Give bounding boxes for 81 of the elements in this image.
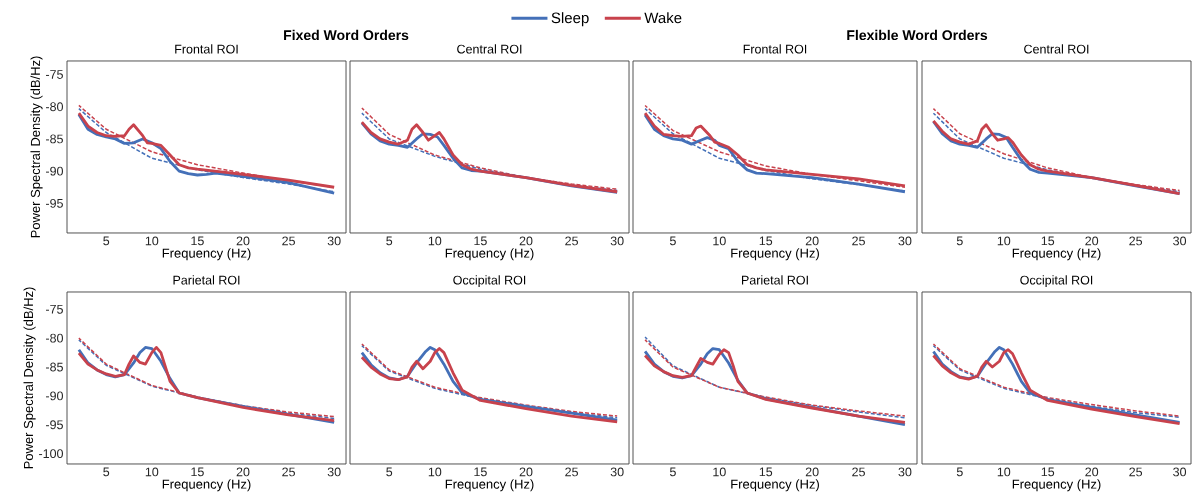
y-tick-label: -90 bbox=[45, 391, 64, 401]
chart-title: Central ROI bbox=[457, 44, 522, 54]
text: Fixed Word Orders bbox=[284, 29, 409, 41]
x-tick-label: 5 bbox=[956, 467, 963, 477]
legend-label: Sleep bbox=[551, 12, 589, 27]
x-tick-label: 20 bbox=[236, 467, 250, 477]
x-axis-title: Frequency (Hz) bbox=[1012, 248, 1101, 261]
x-axis-title: Frequency (Hz) bbox=[731, 248, 819, 261]
x-tick-label: 10 bbox=[428, 467, 442, 477]
x-tick-label: 15 bbox=[1041, 467, 1055, 477]
x-tick-label: 20 bbox=[1085, 236, 1099, 246]
x-tick-label: 10 bbox=[713, 467, 726, 477]
x-tick-label: 15 bbox=[1041, 236, 1055, 246]
x-tick-label: 20 bbox=[519, 467, 533, 477]
x-tick-label: 20 bbox=[805, 236, 819, 246]
x-tick-label: 30 bbox=[1173, 467, 1187, 477]
y-axis-title: Power Spectral Density (dB/Hz) bbox=[30, 56, 43, 238]
x-tick-label: 15 bbox=[474, 467, 487, 477]
chart-title: Parietal ROI bbox=[742, 275, 808, 285]
x-tick-label: 5 bbox=[103, 236, 110, 246]
x-axis-title: Frequency (Hz) bbox=[445, 479, 534, 492]
x-tick-label: 15 bbox=[759, 467, 773, 477]
y-tick-label: -85 bbox=[45, 362, 63, 372]
x-tick-label: 25 bbox=[1129, 467, 1143, 477]
legend-label: Wake bbox=[644, 12, 682, 24]
x-axis-title: Frequency (Hz) bbox=[1012, 479, 1101, 492]
x-tick-label: 5 bbox=[386, 236, 393, 246]
x-tick-label: 30 bbox=[898, 236, 912, 246]
x-axis-title: Frequency (Hz) bbox=[162, 248, 251, 261]
y-tick-label: -95 bbox=[45, 198, 63, 208]
x-tick-label: 15 bbox=[759, 236, 773, 246]
x-tick-label: 25 bbox=[565, 236, 578, 246]
x-tick-label: 20 bbox=[236, 236, 250, 246]
x-axis-title: Frequency (Hz) bbox=[731, 479, 819, 492]
y-tick-label: -100 bbox=[39, 449, 64, 459]
text: Flexible Word Orders bbox=[847, 29, 988, 41]
x-tick-label: 25 bbox=[282, 236, 295, 246]
x-tick-label: 30 bbox=[327, 467, 341, 477]
x-tick-label: 10 bbox=[145, 467, 159, 477]
chart-title: Occipital ROI bbox=[1020, 275, 1093, 287]
x-tick-label: 15 bbox=[191, 467, 204, 477]
x-tick-label: 30 bbox=[898, 467, 912, 477]
y-tick-label: -90 bbox=[45, 166, 64, 176]
chart-title: Frontal ROI bbox=[743, 44, 807, 54]
x-tick-label: 30 bbox=[610, 467, 624, 477]
x-tick-label: 25 bbox=[852, 236, 865, 246]
chart-title: Occipital ROI bbox=[453, 275, 526, 287]
x-tick-label: 25 bbox=[565, 467, 578, 477]
chart-title: Central ROI bbox=[1024, 44, 1089, 54]
x-tick-label: 25 bbox=[852, 467, 865, 477]
y-axis-title: Power Spectral Density (dB/Hz) bbox=[23, 287, 36, 469]
x-tick-label: 5 bbox=[956, 236, 963, 246]
x-tick-label: 5 bbox=[103, 467, 110, 477]
x-axis-title: Frequency (Hz) bbox=[162, 479, 251, 492]
x-tick-label: 15 bbox=[191, 236, 204, 246]
x-tick-label: 30 bbox=[1173, 236, 1187, 246]
y-tick-label: -95 bbox=[45, 420, 63, 430]
y-tick-label: -85 bbox=[45, 134, 63, 144]
x-tick-label: 5 bbox=[669, 236, 676, 246]
x-tick-label: 20 bbox=[1085, 467, 1099, 477]
x-tick-label: 20 bbox=[805, 467, 819, 477]
x-tick-label: 5 bbox=[386, 467, 393, 477]
x-axis-title: Frequency (Hz) bbox=[445, 248, 534, 261]
x-tick-label: 20 bbox=[519, 236, 533, 246]
x-tick-label: 10 bbox=[713, 236, 726, 246]
chart-title: Frontal ROI bbox=[175, 44, 238, 54]
x-tick-label: 5 bbox=[669, 467, 676, 477]
x-tick-label: 25 bbox=[282, 467, 295, 477]
x-tick-label: 25 bbox=[1129, 236, 1143, 246]
x-tick-label: 10 bbox=[997, 236, 1011, 246]
y-tick-label: -75 bbox=[45, 70, 63, 79]
x-tick-label: 15 bbox=[474, 236, 487, 246]
y-tick-label: -80 bbox=[45, 102, 64, 112]
chart-title: Parietal ROI bbox=[173, 275, 240, 285]
x-tick-label: 10 bbox=[428, 236, 442, 246]
x-tick-label: 30 bbox=[327, 236, 341, 246]
y-tick-label: -80 bbox=[45, 333, 64, 343]
x-tick-label: 10 bbox=[997, 467, 1011, 477]
y-tick-label: -75 bbox=[45, 304, 63, 314]
x-tick-label: 10 bbox=[145, 236, 159, 246]
x-tick-label: 30 bbox=[610, 236, 624, 246]
